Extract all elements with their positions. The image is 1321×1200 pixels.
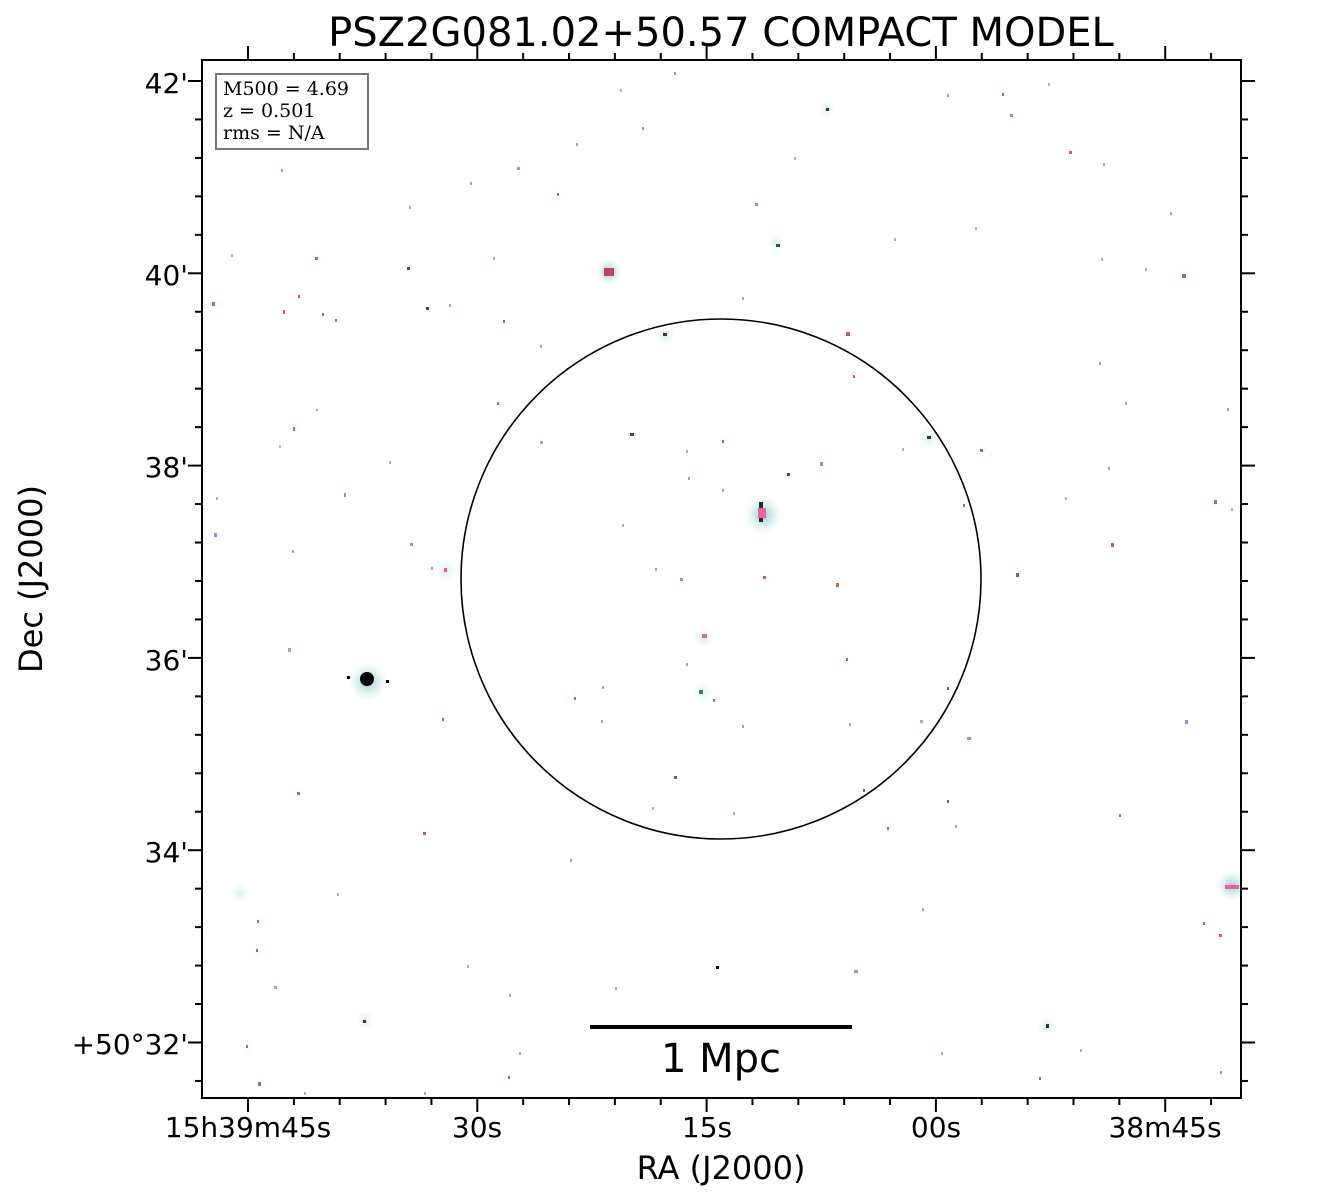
y-tick-label: 34'	[145, 836, 188, 869]
source-core	[604, 268, 614, 276]
y-tick-label: 40'	[145, 259, 188, 292]
source-core	[347, 676, 350, 679]
sky-image: 1 Mpc	[202, 60, 1241, 1098]
source-core-saturated	[360, 672, 374, 686]
source-core	[716, 966, 719, 969]
source-core	[776, 244, 780, 247]
source-core	[386, 680, 389, 683]
info-box: M500 = 4.69 z = 0.501 rms = N/A	[215, 73, 369, 150]
source-core	[927, 436, 931, 439]
y-tick-label: +50°32'	[72, 1028, 188, 1061]
x-tick-label: 15s	[682, 1111, 732, 1144]
source-core	[1046, 1024, 1049, 1028]
source-core	[702, 634, 707, 638]
x-tick-label: 15h39m45s	[165, 1111, 332, 1144]
cluster-aperture-circle	[460, 318, 982, 840]
source-core	[363, 1020, 366, 1023]
x-tick-label: 30s	[452, 1111, 502, 1144]
faint-sources	[212, 72, 1233, 1095]
plot-title: PSZ2G081.02+50.57 COMPACT MODEL	[328, 10, 1114, 56]
x-axis-label: RA (J2000)	[637, 1149, 806, 1187]
y-axis-label: Dec (J2000)	[12, 485, 50, 673]
source-halo	[230, 883, 250, 903]
info-rms: rms = N/A	[223, 122, 325, 144]
info-mass: M500 = 4.69	[223, 78, 349, 100]
source-core	[663, 333, 667, 336]
y-tick-label: 42'	[145, 67, 188, 100]
image-background	[202, 60, 1241, 1098]
y-tick-label: 36'	[145, 644, 188, 677]
source-core	[758, 508, 766, 518]
source-halo	[766, 232, 786, 252]
info-redshift: z = 0.501	[223, 100, 315, 122]
source-core	[444, 568, 447, 572]
x-tick-label: 38m45s	[1108, 1111, 1221, 1144]
source-core	[826, 108, 829, 111]
source-core	[1225, 885, 1239, 889]
info-box-frame	[215, 73, 369, 150]
source-core	[699, 690, 703, 694]
x-tick-label: 00s	[911, 1111, 961, 1144]
axis-ticks	[188, 46, 1255, 1112]
scale-bar-label: 1 Mpc	[661, 1036, 781, 1082]
plot-frame	[201, 59, 1242, 1099]
y-tick-label: 38'	[145, 451, 188, 484]
